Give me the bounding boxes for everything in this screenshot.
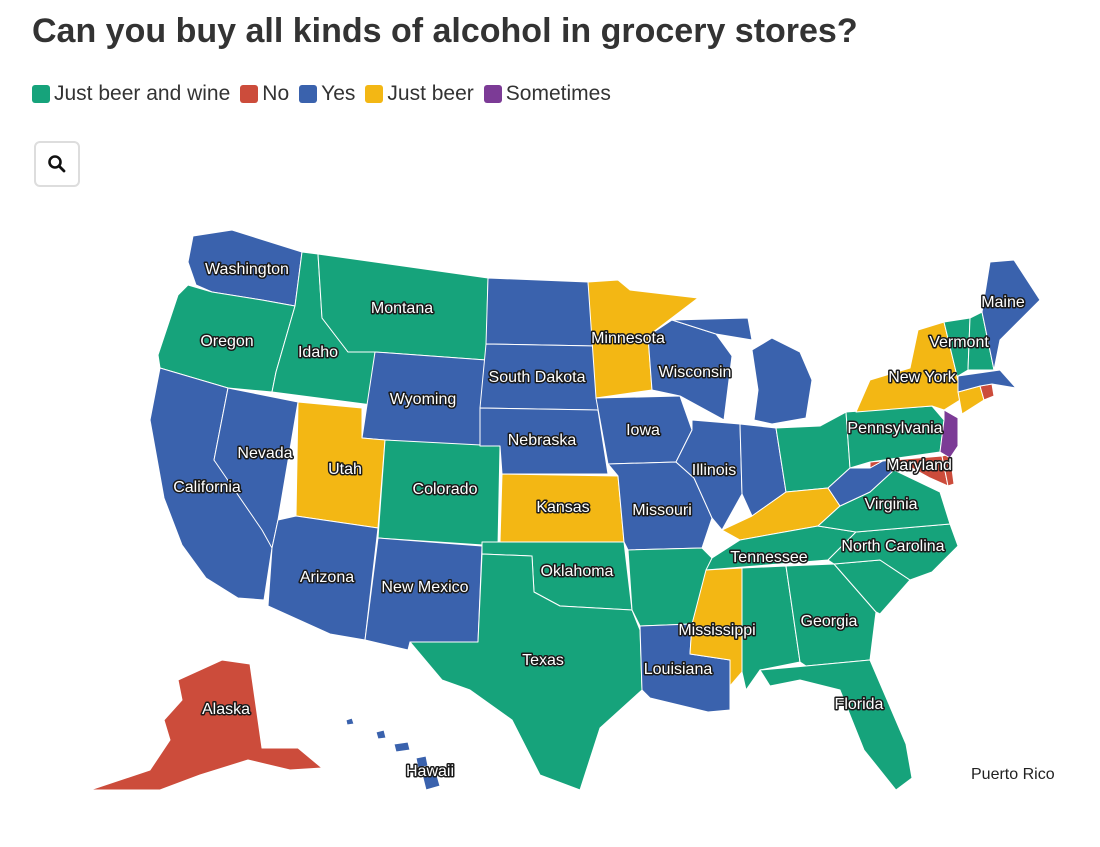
state-label-oklahoma: Oklahoma bbox=[541, 563, 614, 580]
legend-item-beer[interactable]: Just beer bbox=[365, 82, 474, 106]
state-label-south-dakota: South Dakota bbox=[489, 369, 586, 386]
legend-item-sometimes[interactable]: Sometimes bbox=[483, 82, 611, 106]
legend-label: Just beer bbox=[387, 82, 474, 105]
state-label-wisconsin: Wisconsin bbox=[659, 364, 732, 381]
state-label-florida: Florida bbox=[835, 696, 884, 713]
search-button[interactable] bbox=[34, 141, 80, 187]
state-florida[interactable] bbox=[759, 659, 913, 791]
state-label-tennessee: Tennessee bbox=[730, 549, 807, 566]
state-label-missouri: Missouri bbox=[632, 502, 692, 519]
state-hawaii[interactable] bbox=[345, 717, 441, 791]
state-shape[interactable] bbox=[759, 659, 913, 791]
state-label-texas: Texas bbox=[522, 652, 564, 669]
puerto-rico-label: Puerto Rico bbox=[971, 766, 1055, 783]
legend: Just beer and wine No Yes Just beer Some… bbox=[32, 82, 621, 106]
state-north-dakota[interactable] bbox=[485, 277, 597, 347]
state-label-alaska: Alaska bbox=[202, 701, 250, 718]
state-michigan[interactable] bbox=[671, 317, 813, 425]
state-shape[interactable] bbox=[267, 515, 379, 641]
state-vermont[interactable] bbox=[943, 317, 971, 381]
state-label-minnesota: Minnesota bbox=[591, 330, 665, 347]
search-icon bbox=[48, 155, 66, 173]
state-label-new-mexico: New Mexico bbox=[381, 579, 468, 596]
state-shape[interactable] bbox=[587, 279, 699, 399]
state-label-illinois: Illinois bbox=[692, 462, 736, 479]
state-label-maryland: Maryland bbox=[886, 457, 952, 474]
state-texas[interactable] bbox=[409, 553, 643, 791]
state-label-virginia: Virginia bbox=[864, 496, 917, 513]
state-label-montana: Montana bbox=[371, 300, 433, 317]
state-label-hawaii: Hawaii bbox=[406, 763, 454, 780]
state-shape[interactable] bbox=[393, 741, 411, 753]
state-shape[interactable] bbox=[981, 259, 1041, 371]
state-label-iowa: Iowa bbox=[626, 422, 660, 439]
state-arizona[interactable] bbox=[267, 515, 379, 641]
legend-swatch bbox=[240, 85, 259, 103]
state-massachusetts[interactable] bbox=[957, 369, 1017, 393]
state-alaska[interactable] bbox=[89, 659, 323, 791]
state-label-north-carolina: North Carolina bbox=[841, 538, 944, 555]
state-shape[interactable] bbox=[345, 717, 355, 726]
state-label-kansas: Kansas bbox=[536, 499, 589, 516]
state-shape[interactable] bbox=[943, 317, 971, 381]
state-minnesota[interactable] bbox=[587, 279, 699, 399]
legend-label: Sometimes bbox=[505, 82, 611, 105]
legend-item-no[interactable]: No bbox=[240, 82, 289, 106]
state-shape[interactable] bbox=[939, 409, 959, 459]
state-label-wyoming: Wyoming bbox=[390, 391, 457, 408]
state-label-nevada: Nevada bbox=[237, 445, 292, 462]
state-shape[interactable] bbox=[485, 277, 597, 347]
state-label-maine: Maine bbox=[981, 294, 1025, 311]
state-label-new-york: New York bbox=[888, 369, 957, 386]
state-label-georgia: Georgia bbox=[801, 613, 858, 630]
state-label-arizona: Arizona bbox=[300, 569, 354, 586]
state-label-idaho: Idaho bbox=[298, 344, 338, 361]
state-label-mississippi: Mississippi bbox=[678, 622, 755, 639]
state-shape[interactable] bbox=[415, 755, 429, 769]
state-label-oregon: Oregon bbox=[200, 333, 253, 350]
state-label-louisiana: Louisiana bbox=[644, 661, 713, 678]
state-label-utah: Utah bbox=[328, 461, 362, 478]
legend-item-yes[interactable]: Yes bbox=[299, 82, 355, 106]
page-title: Can you buy all kinds of alcohol in groc… bbox=[32, 12, 858, 50]
state-shape[interactable] bbox=[421, 771, 441, 791]
legend-swatch bbox=[299, 85, 318, 103]
state-shape[interactable] bbox=[671, 317, 753, 341]
legend-label: Just beer and wine bbox=[54, 82, 231, 105]
legend-swatch bbox=[32, 85, 50, 103]
legend-swatch bbox=[365, 85, 384, 103]
legend-label: Yes bbox=[321, 82, 356, 105]
state-maine[interactable] bbox=[981, 259, 1041, 371]
legend-swatch bbox=[483, 85, 502, 103]
state-new-jersey[interactable] bbox=[939, 409, 959, 459]
state-label-nebraska: Nebraska bbox=[508, 432, 577, 449]
legend-item-beer-wine[interactable]: Just beer and wine bbox=[32, 82, 230, 106]
state-label-vermont: Vermont bbox=[929, 334, 989, 351]
legend-label: No bbox=[262, 82, 290, 105]
state-label-colorado: Colorado bbox=[413, 481, 478, 498]
state-shape[interactable] bbox=[89, 659, 323, 791]
state-label-california: California bbox=[173, 479, 241, 496]
state-shape[interactable] bbox=[957, 369, 1017, 393]
state-shape[interactable] bbox=[751, 337, 813, 425]
state-label-pennsylvania: Pennsylvania bbox=[847, 420, 942, 437]
state-label-washington: Washington bbox=[205, 261, 289, 278]
state-shape[interactable] bbox=[409, 553, 643, 791]
state-shape[interactable] bbox=[375, 729, 387, 740]
